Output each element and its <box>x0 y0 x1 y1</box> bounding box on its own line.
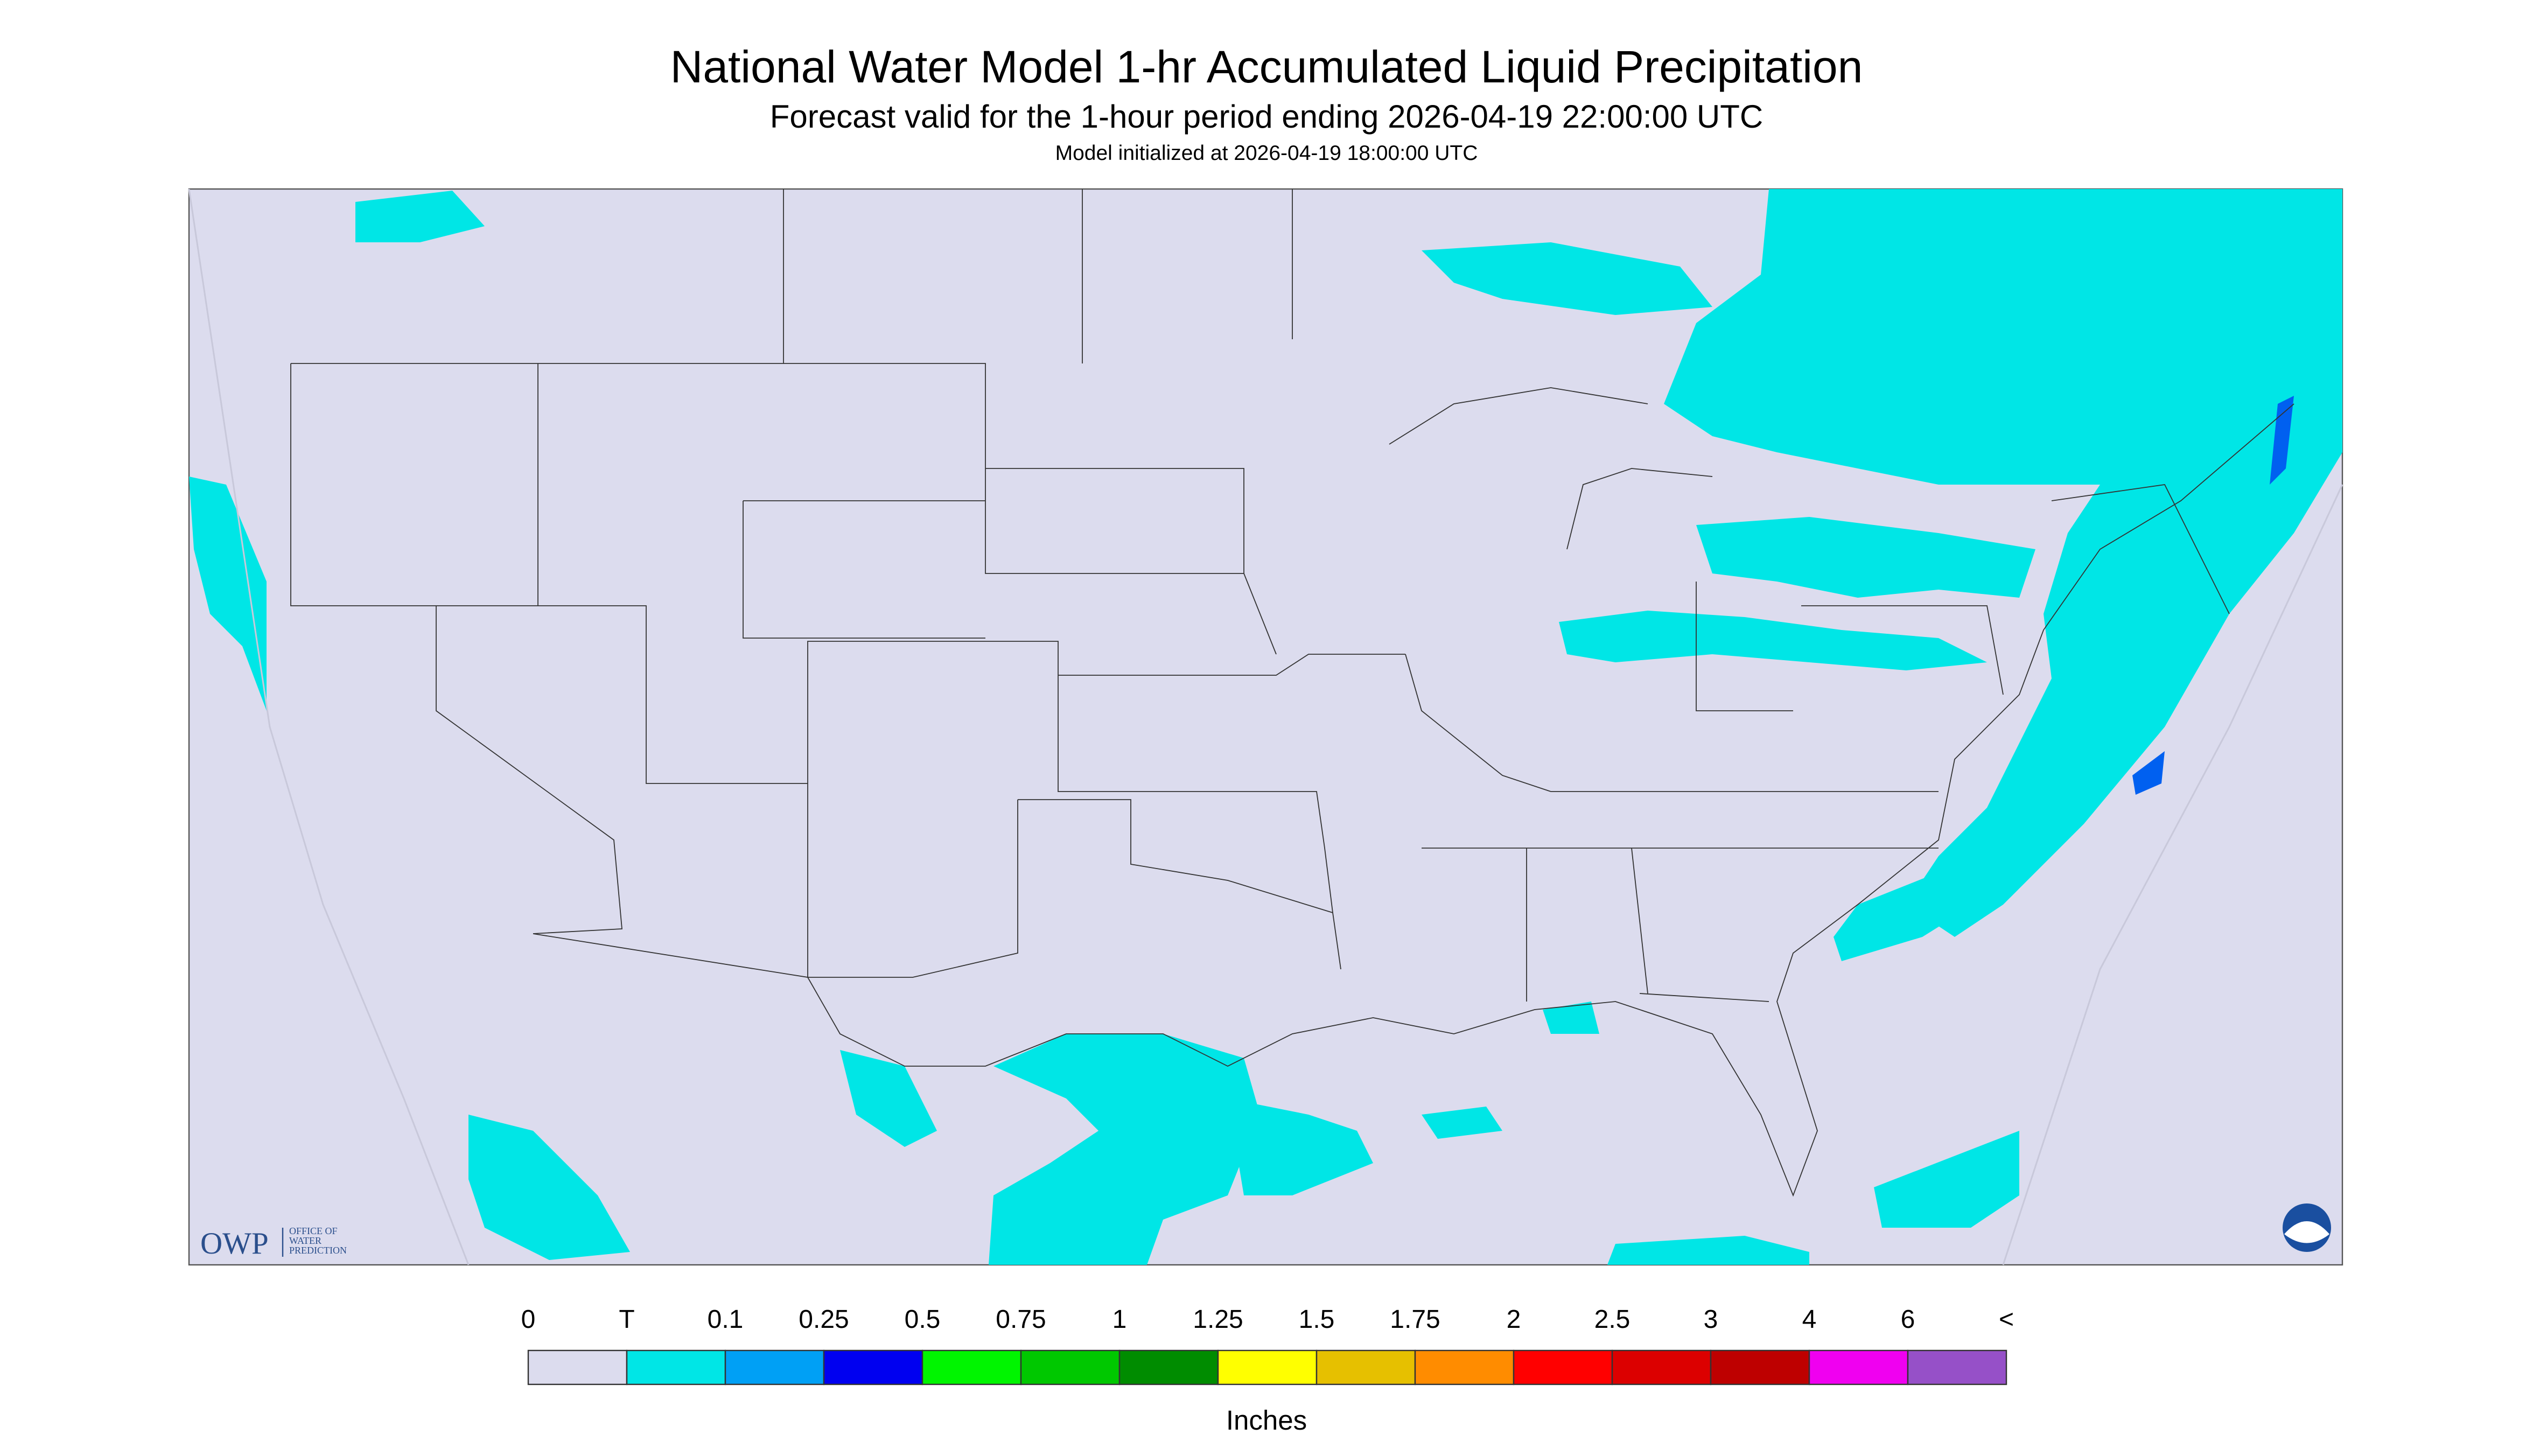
legend-swatch <box>1611 1349 1712 1385</box>
legend-swatch <box>1907 1349 2007 1385</box>
owp-logo-line: PREDICTION <box>289 1245 347 1256</box>
domain-edge <box>188 188 2343 1265</box>
legend-swatch <box>1118 1349 1219 1385</box>
legend-swatch <box>1710 1349 1810 1385</box>
legend-swatch <box>1316 1349 1416 1385</box>
legend-label: 2 <box>1507 1305 1521 1334</box>
owp-logo-line: WATER <box>289 1235 321 1246</box>
legend-swatch <box>1217 1349 1318 1385</box>
legend-label: 6 <box>1901 1305 1915 1334</box>
legend-swatch <box>921 1349 1022 1385</box>
legend-label: 0.1 <box>708 1305 744 1334</box>
legend-swatch <box>626 1349 726 1385</box>
legend-swatch <box>1020 1349 1121 1385</box>
legend-label: 0.75 <box>996 1305 1046 1334</box>
noaa-logo-wave <box>2284 1221 2329 1243</box>
legend-label: 2.5 <box>1594 1305 1631 1334</box>
legend-label: 0.5 <box>905 1305 941 1334</box>
init-note: Model initialized at 2026-04-19 18:00:00… <box>1055 142 1478 165</box>
title: National Water Model 1-hr Accumulated Li… <box>670 41 1863 92</box>
legend-label: 0 <box>521 1305 536 1334</box>
owp-logo-line: OFFICE OF <box>289 1226 338 1236</box>
heavier-precip <box>2132 396 2294 795</box>
legend-label: 0.25 <box>799 1305 849 1334</box>
legend-label: 1 <box>1112 1305 1127 1334</box>
legend-label: 4 <box>1802 1305 1817 1334</box>
legend-swatch <box>823 1349 923 1385</box>
legend-swatch <box>1808 1349 1909 1385</box>
legend: 0 T 0.1 0.25 0.5 0.75 1 1.25 1.5 1.75 2 2.5 3 4 6 < <box>521 1305 2014 1385</box>
boundaries <box>290 189 2294 1197</box>
legend-label: 1.5 <box>1299 1305 1335 1334</box>
legend-swatch <box>527 1349 628 1385</box>
legend-swatch <box>724 1349 825 1385</box>
legend-swatch <box>1513 1349 1613 1385</box>
legend-swatch <box>1414 1349 1515 1385</box>
precip-areas <box>189 189 2342 1265</box>
owp-logo: OWP <box>200 1227 269 1261</box>
legend-label: 1.75 <box>1390 1305 1440 1334</box>
subtitle: Forecast valid for the 1-hour period end… <box>770 99 1763 135</box>
legend-label: T <box>619 1305 634 1334</box>
legend-label: 3 <box>1704 1305 1718 1334</box>
legend-label: 1.25 <box>1193 1305 1243 1334</box>
legend-label: < <box>1999 1305 2014 1334</box>
legend-unit: Inches <box>1226 1405 1307 1436</box>
